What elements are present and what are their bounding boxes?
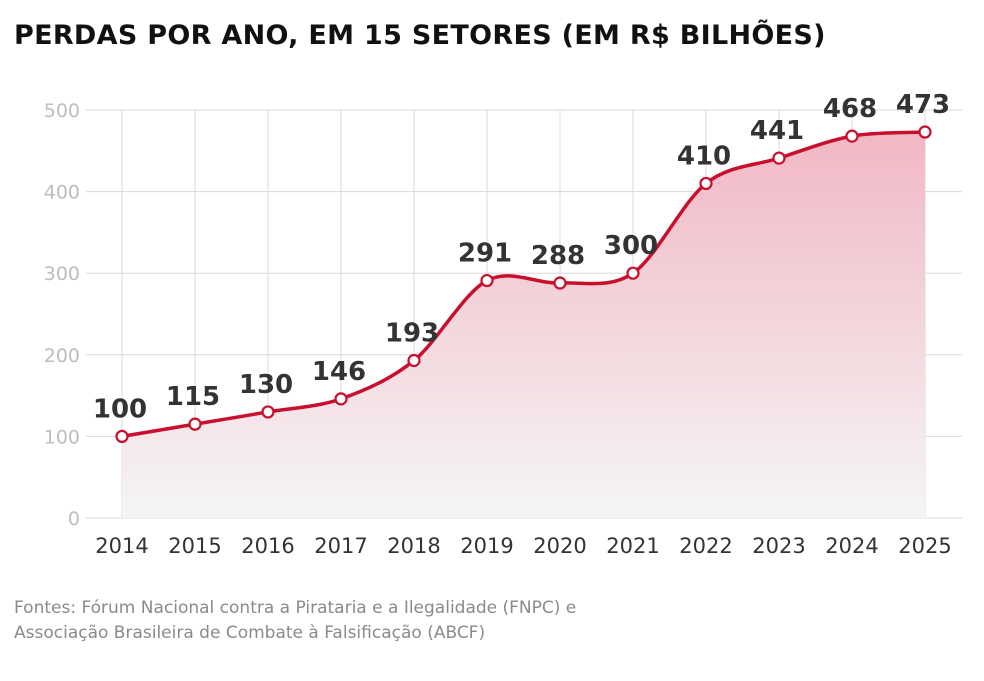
data-point	[553, 276, 567, 290]
data-point	[626, 266, 640, 280]
data-label: 468	[823, 94, 877, 124]
x-tick-label: 2020	[533, 534, 586, 558]
data-point	[115, 429, 129, 443]
data-label: 291	[458, 239, 512, 269]
y-tick-label: 100	[44, 426, 80, 448]
data-point	[261, 405, 275, 419]
area-chart: 100 115 130 146 193 291 288 300 410 441 468 473 0 10…	[44, 90, 962, 558]
data-label: 100	[93, 394, 147, 424]
x-tick-label: 2025	[898, 534, 951, 558]
data-label: 130	[239, 370, 293, 400]
y-tick-label: 200	[44, 345, 80, 367]
x-tick-label: 2023	[752, 534, 805, 558]
data-point	[334, 392, 348, 406]
x-tick-label: 2022	[679, 534, 732, 558]
y-tick-label: 500	[44, 100, 80, 122]
x-tick-label: 2014	[95, 534, 148, 558]
source-line-1: Fontes: Fórum Nacional contra a Piratari…	[14, 598, 577, 618]
page-title: PERDAS POR ANO, EM 15 SETORES (EM R$ BIL…	[14, 20, 826, 51]
data-label: 410	[677, 141, 731, 171]
data-point	[772, 151, 786, 165]
area-fill	[122, 132, 925, 519]
x-tick-label: 2015	[168, 534, 221, 558]
data-point	[407, 353, 421, 368]
data-point	[480, 273, 494, 288]
source-note: Fontes: Fórum Nacional contra a Piratari…	[14, 596, 576, 646]
x-tick-label: 2017	[314, 534, 367, 558]
data-label: 288	[531, 241, 585, 271]
data-label: 441	[750, 116, 804, 146]
data-label: 115	[166, 382, 220, 412]
y-tick-label: 400	[44, 182, 80, 204]
x-tick-label: 2024	[825, 534, 878, 558]
y-tick-label: 0	[68, 508, 80, 530]
data-point	[188, 417, 202, 431]
data-label: 193	[385, 319, 439, 349]
source-line-2: Associação Brasileira de Combate à Falsi…	[14, 623, 486, 643]
data-label: 146	[312, 357, 366, 387]
data-point	[918, 125, 932, 139]
data-point	[699, 176, 713, 191]
data-point	[845, 129, 859, 143]
y-tick-label: 300	[44, 263, 80, 285]
x-tick-label: 2018	[387, 534, 440, 558]
data-label: 473	[896, 90, 950, 120]
x-tick-label: 2019	[460, 534, 513, 558]
data-label: 300	[604, 231, 658, 261]
x-tick-label: 2021	[606, 534, 659, 558]
x-tick-label: 2016	[241, 534, 294, 558]
